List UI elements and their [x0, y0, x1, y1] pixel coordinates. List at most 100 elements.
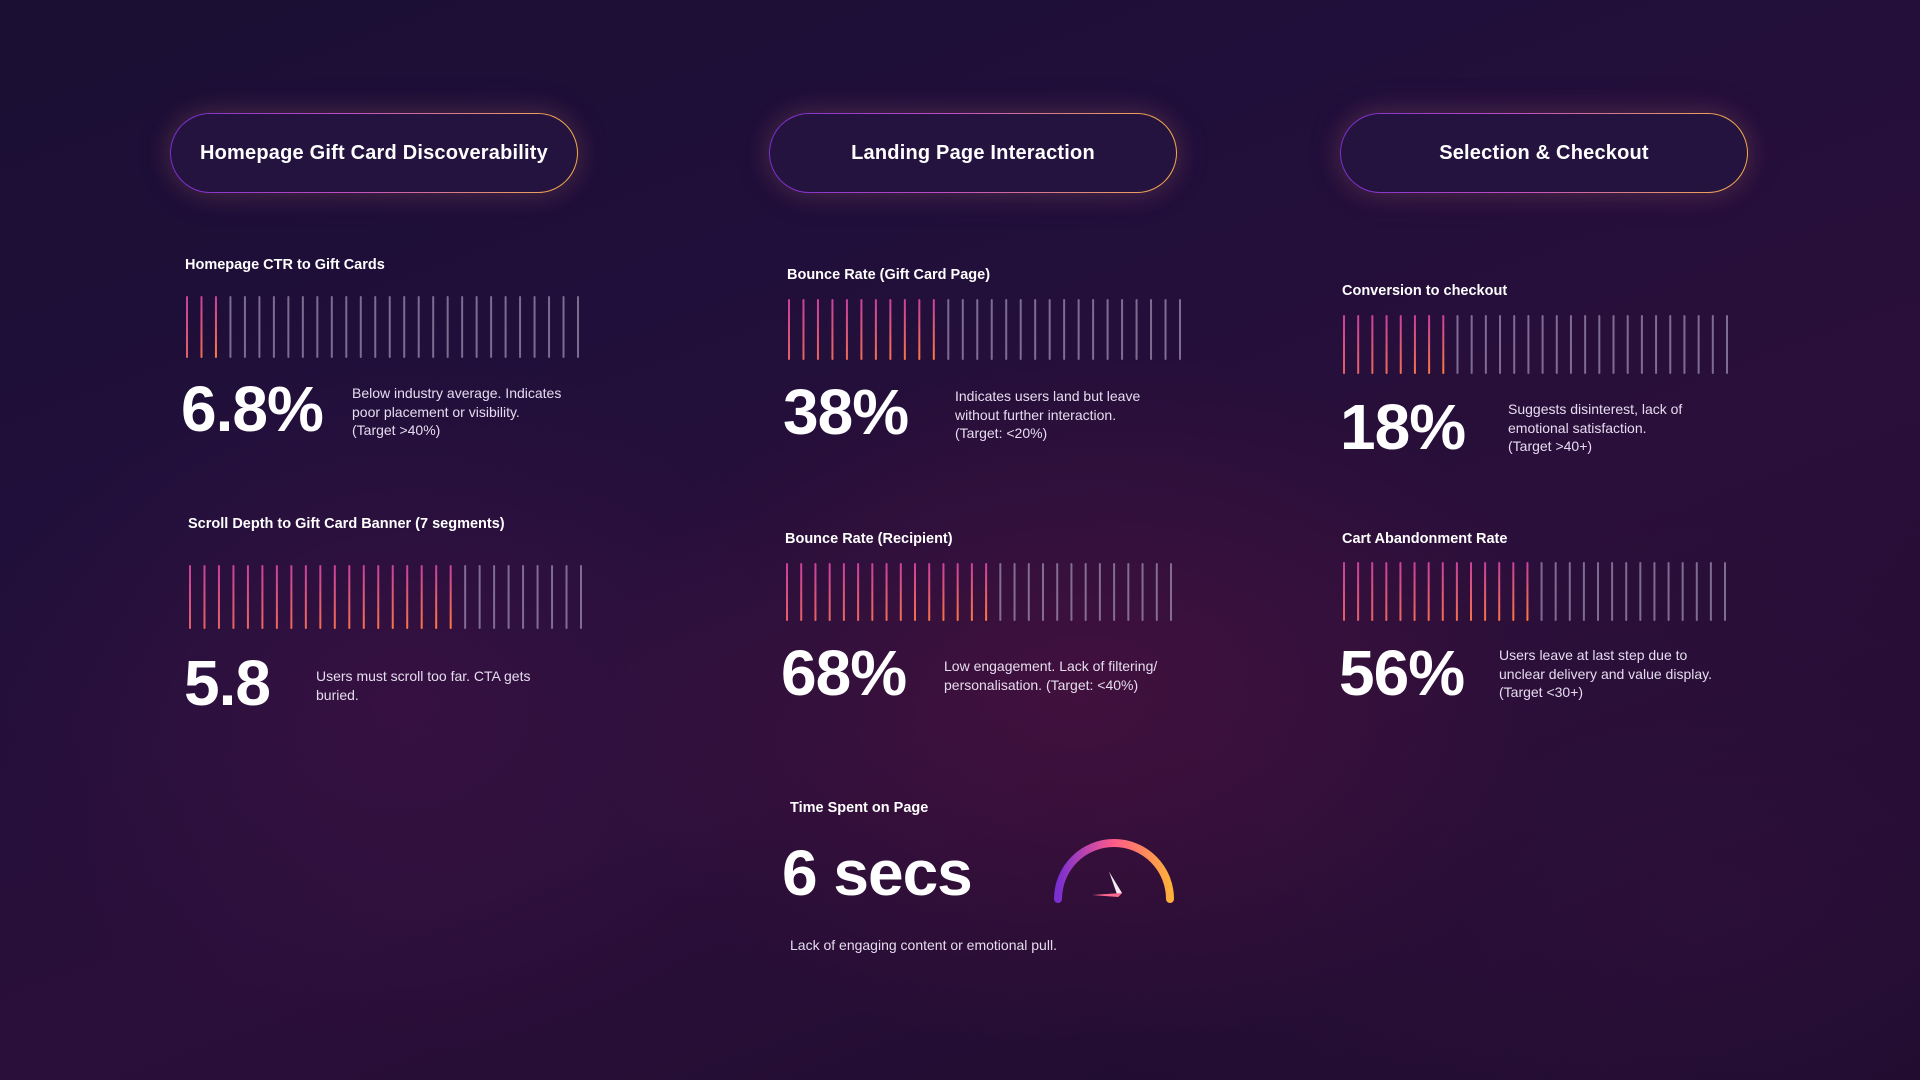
segment-filled — [786, 563, 788, 621]
segment-filled — [860, 299, 863, 360]
segment-empty — [1655, 315, 1658, 374]
segment-empty — [1568, 562, 1571, 621]
segment-filled — [903, 299, 906, 360]
segment-filled — [928, 563, 931, 621]
segment-empty — [1724, 562, 1726, 621]
segment-empty — [961, 299, 964, 360]
desc-line: (Target >40+) — [1508, 438, 1593, 454]
segment-empty — [1063, 299, 1066, 360]
segment-filled — [362, 565, 365, 629]
segment-filled — [889, 299, 892, 360]
segment-filled — [1357, 315, 1360, 374]
segment-bar-bounce-recipient — [786, 563, 1172, 621]
segment-empty — [1584, 315, 1587, 374]
segment-empty — [1150, 299, 1153, 360]
segment-empty — [1697, 315, 1700, 374]
segment-filled — [189, 565, 191, 629]
segment-filled — [1526, 562, 1529, 621]
segment-empty — [1554, 562, 1557, 621]
segment-filled — [186, 296, 188, 358]
segment-filled — [1385, 562, 1388, 621]
segment-empty — [243, 296, 246, 358]
segment-empty — [461, 296, 464, 358]
segment-empty — [388, 296, 391, 358]
segment-filled — [1371, 315, 1374, 374]
segment-empty — [1484, 315, 1487, 374]
desc-line: Indicates users land but leave — [955, 388, 1141, 404]
segment-empty — [1092, 299, 1095, 360]
desc-line: (Target: <20%) — [955, 425, 1048, 441]
segment-filled — [899, 563, 902, 621]
segment-empty — [1042, 563, 1044, 621]
segment-empty — [1513, 315, 1516, 374]
metric-desc-conversion: Suggests disinterest, lack of emotional … — [1508, 400, 1682, 456]
segment-filled — [435, 565, 438, 629]
segment-empty — [507, 565, 510, 629]
segment-empty — [1626, 315, 1629, 374]
segment-empty — [1013, 563, 1016, 621]
segment-empty — [562, 296, 565, 358]
metric-desc-cart-abandon: Users leave at last step due to unclear … — [1499, 646, 1712, 702]
segment-empty — [1653, 562, 1656, 621]
segment-filled — [1427, 562, 1430, 621]
segment-empty — [1709, 562, 1712, 621]
segment-empty — [1113, 563, 1116, 621]
segment-empty — [1597, 562, 1599, 621]
desc-line: Suggests disinterest, lack of — [1508, 401, 1683, 417]
segment-empty — [580, 565, 582, 629]
segment-empty — [359, 296, 362, 358]
segment-empty — [1695, 562, 1698, 621]
segment-empty — [577, 296, 579, 358]
metric-value-homepage-ctr: 6.8% — [181, 373, 324, 445]
segment-filled — [814, 563, 817, 621]
segment-filled — [1512, 562, 1515, 621]
segment-empty — [1106, 299, 1109, 360]
segment-filled — [802, 299, 805, 360]
segment-filled — [914, 563, 916, 621]
segment-filled — [377, 565, 380, 629]
segment-empty — [1639, 562, 1642, 621]
segment-filled — [956, 563, 959, 621]
segment-empty — [493, 565, 496, 629]
segment-filled — [842, 563, 845, 621]
segment-filled — [831, 299, 834, 360]
segment-empty — [374, 296, 377, 358]
metric-desc-bounce-gift: Indicates users land but leave without f… — [955, 387, 1140, 443]
segment-filled — [275, 565, 278, 629]
segment-empty — [1164, 299, 1167, 360]
segment-filled — [217, 565, 220, 629]
segment-empty — [1625, 562, 1628, 621]
segment-empty — [1669, 315, 1672, 374]
metric-value-scroll-depth: 5.8 — [184, 647, 271, 719]
segment-filled — [885, 563, 888, 621]
segment-empty — [1070, 563, 1073, 621]
desc-line: Below industry average. Indicates — [352, 385, 562, 401]
desc-line: unclear delivery and value display. — [1499, 665, 1712, 682]
segment-empty — [999, 563, 1002, 621]
segment-empty — [478, 565, 481, 629]
segment-filled — [449, 565, 452, 629]
segment-filled — [1343, 315, 1345, 374]
segment-filled — [203, 565, 206, 629]
segment-filled — [918, 299, 921, 360]
desc-line: without further interaction. — [955, 406, 1117, 423]
segment-empty — [316, 296, 319, 358]
segment-filled — [420, 565, 423, 629]
segment-filled — [1413, 315, 1416, 374]
stage-label: Selection & Checkout — [1439, 141, 1649, 164]
segment-empty — [1612, 315, 1615, 374]
segment-filled — [290, 565, 293, 629]
desc-line: Low engagement. Lack of filtering/ — [944, 658, 1158, 674]
segment-empty — [1711, 315, 1714, 374]
segment-empty — [1569, 315, 1572, 374]
segment-filled — [942, 563, 945, 621]
metric-value-time-on-page: 6 secs — [782, 837, 973, 909]
stage-pill-homepage-discoverability: Homepage Gift Card Discoverability — [170, 113, 578, 193]
desc-line: Users must scroll too far. CTA gets — [316, 668, 531, 684]
metric-title-time-on-page: Time Spent on Page — [790, 800, 929, 816]
segment-empty — [229, 296, 232, 358]
stage-label: Landing Page Interaction — [851, 141, 1095, 164]
segment-empty — [522, 565, 525, 629]
segment-empty — [1726, 315, 1728, 374]
metric-desc-bounce-recipient: Low engagement. Lack of filtering/ perso… — [944, 657, 1157, 694]
